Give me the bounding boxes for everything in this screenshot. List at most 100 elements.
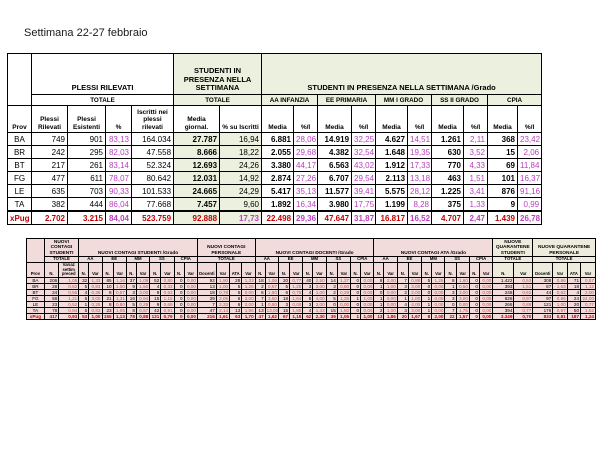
column-header-cell: N. <box>173 262 185 278</box>
group-header-cell: STUDENTI IN PRESENZA NELLA SETTIMANA /Gr… <box>261 53 543 95</box>
data-cell: 27,26 <box>293 171 319 185</box>
data-cell: 0 <box>173 312 185 320</box>
data-cell: 382 <box>31 197 68 212</box>
data-cell: 1,25 <box>336 294 352 302</box>
table-row-BT: BT 24 0,56 4 0,36 8 0,57 3 3,00 9 0,53 0 0,00 18 0,78 5… <box>26 288 596 296</box>
data-cell: 2,11 <box>463 132 489 146</box>
data-cell: 0,00 <box>183 282 198 290</box>
column-header-cell: ATA <box>566 262 582 278</box>
data-cell: 876 <box>487 184 519 198</box>
data-cell: 2.113 <box>375 171 409 185</box>
table-row-BA: BA 206 1,05 32 1,33 85 1,16 37 1,09 52 0,80 0 0,00 92… <box>26 276 596 284</box>
contagi-table-body: BA 206 1,05 32 1,33 85 1,16 37 1,09 52 0,80 0 0,00 92… <box>26 276 596 320</box>
column-header-cell: %/I <box>463 105 489 133</box>
data-cell: 417 <box>43 312 60 320</box>
data-cell: 611 <box>67 171 106 185</box>
data-cell: 1,00 <box>88 312 103 320</box>
data-cell: 17,73 <box>219 210 263 225</box>
data-cell: 11,84 <box>517 158 543 172</box>
data-cell: 77.668 <box>130 197 175 212</box>
data-cell: 3,00 <box>407 306 423 314</box>
data-cell: 29,36 <box>293 210 319 225</box>
data-cell: 12.031 <box>173 171 221 185</box>
data-cell: 1,86 <box>383 312 398 320</box>
data-cell: 2,05 <box>215 294 231 302</box>
data-cell: 1 <box>350 312 362 320</box>
table-row-FG: FG 477 611 78,07 80.642 12.031 14,92 2.874 27,26… <box>7 171 543 185</box>
data-cell: 1,31 <box>112 294 127 302</box>
data-cell: 6.881 <box>261 132 295 146</box>
data-cell: 22.498 <box>261 210 295 225</box>
data-cell: 24.665 <box>173 184 221 198</box>
data-cell: 3,52 <box>463 145 489 159</box>
group-header-cell: NUOVI CONTAGI STUDENTI <box>43 238 80 257</box>
data-cell: 0,77 <box>289 276 304 284</box>
data-cell: 216 <box>196 312 217 320</box>
subgroup-header-cell: TOTALE <box>173 94 263 106</box>
column-header-cell: Variaz settim preced <box>58 262 80 278</box>
column-header-cell: Var <box>312 262 327 278</box>
table-row-TA: TA 382 444 86,04 77.668 7.457 9,60 1.892 16,34 3.… <box>7 197 543 212</box>
subgroup-header-cell: EE <box>101 256 127 263</box>
data-cell: 0,94 <box>135 294 151 302</box>
column-header-cell: Media <box>487 105 519 133</box>
table-row-LE: LE 23 0,52 1 0,25 8 0,80 5 0,29 9 0,69 0 0,00 7 2,33 6 2… <box>26 300 596 308</box>
data-cell: 0,75 <box>289 288 304 296</box>
subgroup-header-cell: EE PRIMARIA <box>317 94 377 106</box>
subgroup-header-cell: TOTALE <box>30 94 175 106</box>
data-cell: 78,07 <box>105 171 132 185</box>
data-cell: 47.558 <box>130 145 175 159</box>
data-cell: 13 <box>373 312 385 320</box>
subgroup-header-row: TOTALE AA EE MM SS CPIA TOTALE AA EE MM SS CPIA AA EE… <box>27 256 596 263</box>
data-cell: 5.417 <box>261 184 295 198</box>
data-cell: 32,54 <box>351 145 377 159</box>
data-cell: 1,00 <box>407 294 423 302</box>
group-header-cell: NUOVE QUARANTENE STUDENTI <box>492 238 534 257</box>
column-header-cell: Plessi Esistenti <box>67 105 106 133</box>
table-row-BR: BR 28 0,82 5 0,83 10 1,00 9 1,50 4 0,33 0 0,00 13 1,00… <box>26 282 596 290</box>
data-cell: 83,14 <box>105 158 132 172</box>
data-cell: 13,00 <box>264 306 279 314</box>
data-cell: 19,35 <box>407 145 433 159</box>
subgroup-header-cell: EE <box>396 256 423 263</box>
data-cell: 833 <box>532 312 554 320</box>
data-cell: 16.817 <box>375 210 409 225</box>
data-cell: 32,25 <box>351 132 377 146</box>
data-cell: 8,28 <box>407 197 433 212</box>
data-cell: 1.892 <box>261 197 295 212</box>
prov-cell: TA <box>7 197 32 212</box>
data-cell: 0,00 <box>183 288 198 296</box>
column-header-cell: Media <box>317 105 353 133</box>
group-header-cell: NUOVI CONTAGI PERSONALE <box>196 238 256 257</box>
column-header-cell: Media <box>261 105 295 133</box>
data-cell: 29,68 <box>293 145 319 159</box>
group-header-cell: PLESSI RILEVATI <box>30 53 175 95</box>
subgroup-header-cell: MM I GRADO <box>375 94 433 106</box>
data-cell: 47.647 <box>317 210 353 225</box>
subgroup-header-cell: EE <box>277 256 304 263</box>
data-cell: 1,50 <box>264 288 279 296</box>
data-cell: 0,00 <box>183 312 198 320</box>
column-header-cell: N. <box>43 262 60 278</box>
column-header-cell: Var <box>215 262 231 278</box>
data-cell: 69 <box>487 158 519 172</box>
data-cell: 5.575 <box>375 184 409 198</box>
data-cell: 0,57 <box>112 288 127 296</box>
column-header-cell: ATA <box>229 262 243 278</box>
data-cell: 1,90 <box>215 276 231 284</box>
data-cell: 4,33 <box>463 158 489 172</box>
data-cell: 7.457 <box>173 197 221 212</box>
subgroup-header-cell: AA INFANZIA <box>261 94 319 106</box>
data-cell: 101.533 <box>130 184 175 198</box>
data-cell: 4.707 <box>431 210 465 225</box>
data-cell: 27.787 <box>173 132 221 146</box>
data-cell: 3,41 <box>463 184 489 198</box>
data-cell: 12.693 <box>173 158 221 172</box>
table-row-TA: TA 78 0,94 5 0,83 23 1,05 8 0,57 42 0,91 0 0,00 47 2,1… <box>26 306 596 314</box>
data-cell: 63 <box>229 312 243 320</box>
data-cell: 14,51 <box>407 132 433 146</box>
column-header-cell: Var <box>552 262 568 278</box>
column-header-cell: %/I <box>407 105 433 133</box>
data-cell: 1,33 <box>463 197 489 212</box>
table-row-xPug: xPug 417 0,93 53 1,00 155 1,13 78 0,88 131 0,79 0 0,… <box>26 312 596 320</box>
